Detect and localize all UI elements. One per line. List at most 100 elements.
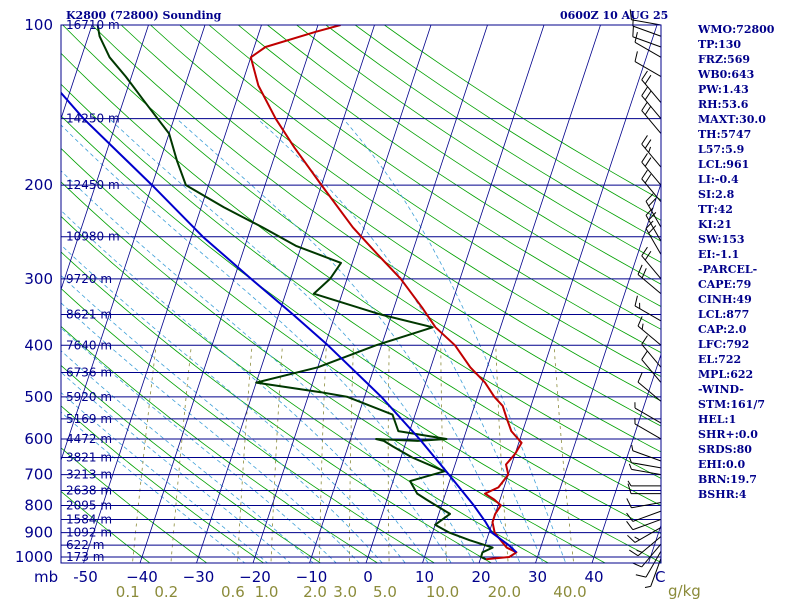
wind-barb-flag <box>636 549 643 553</box>
pressure-tick-label: 500 <box>24 388 53 406</box>
wind-barb-flag <box>635 574 647 578</box>
mixing-ratio-label: 1.0 <box>255 583 279 600</box>
wind-barb-flag <box>627 534 636 543</box>
dewpoint-trace <box>96 25 494 561</box>
height-label: 5169 m <box>66 412 112 426</box>
mixing-ratio-line <box>132 345 157 563</box>
index-item: -WIND- <box>698 383 744 396</box>
wind-barb <box>641 101 662 134</box>
wind-barb <box>635 550 662 578</box>
wind-barb-flag <box>645 193 654 202</box>
height-label: 1584 m <box>66 512 112 526</box>
index-item: L57:5.9 <box>698 143 745 156</box>
temperature-tick-label: −40 <box>126 568 158 586</box>
height-label: 173 m <box>66 550 104 564</box>
dry-adiabat <box>61 490 151 563</box>
dry-adiabat <box>267 25 661 285</box>
wind-barb-staff <box>631 462 662 469</box>
sounding-time: 0600Z 10 AUG 25 <box>560 9 669 22</box>
wind-barb <box>629 536 662 557</box>
wind-barb-staff <box>631 468 662 476</box>
pressure-lines <box>61 24 661 558</box>
temperature-unit-label: C <box>655 568 665 586</box>
wind-barb <box>627 480 661 487</box>
isotherm <box>139 25 319 563</box>
mixing-ratio-label: 0.6 <box>221 583 245 600</box>
index-item: CINH:49 <box>698 293 752 306</box>
wind-barb-flag <box>641 135 648 145</box>
wind-barb-flag <box>627 480 632 487</box>
wind-barb-flag <box>648 225 657 234</box>
index-item: TT:42 <box>698 203 733 216</box>
wind-barb <box>641 335 662 368</box>
wind-barb-staff <box>632 25 662 37</box>
index-item: FRZ:569 <box>698 53 751 66</box>
mixing-ratio-line <box>170 345 192 563</box>
wind-barb-flag <box>641 350 648 360</box>
wind-barb <box>634 402 662 424</box>
wind-barb-staff <box>631 502 662 509</box>
isotherm <box>61 25 93 120</box>
pressure-unit-label: mb <box>34 568 58 586</box>
wind-barb <box>634 295 662 322</box>
pressure-tick-label: 700 <box>24 466 53 484</box>
wind-barb-staff <box>631 19 662 26</box>
wind-barb-flag <box>644 157 652 167</box>
isotherm <box>365 25 545 563</box>
dry-adiabat <box>61 83 661 507</box>
temperature-tick-label: −30 <box>183 568 215 586</box>
wind-barb-flag <box>637 372 643 383</box>
wind-barb-flag <box>641 101 648 111</box>
height-label: 8621 m <box>66 307 112 321</box>
pressure-tick-label: 1000 <box>15 548 53 566</box>
wind-barb <box>627 527 662 543</box>
wind-barb-flag <box>644 105 652 116</box>
pressure-tick-label: 800 <box>24 496 53 514</box>
plot-frame <box>60 24 662 564</box>
index-item: PW:1.43 <box>698 83 749 96</box>
wind-barb <box>626 518 662 531</box>
dry-adiabat <box>62 25 661 453</box>
wind-barb-flag <box>645 207 654 216</box>
wind-barb <box>641 86 662 120</box>
index-item: SHR+:0.0 <box>698 428 758 441</box>
index-item: WB0:643 <box>698 68 755 81</box>
mixing-ratio-line <box>270 345 283 563</box>
wind-barb-flag <box>637 264 643 275</box>
height-label: 12450 m <box>66 178 120 192</box>
mixing-ratio-label: 20.0 <box>488 583 521 600</box>
wind-barb-flag <box>634 295 638 307</box>
wind-barb-flag <box>648 146 652 153</box>
pressure-tick-label: 900 <box>24 524 53 542</box>
height-label: 2095 m <box>66 498 112 512</box>
wind-barb <box>641 350 662 383</box>
height-label: 3821 m <box>66 450 112 464</box>
wind-barb-staff <box>634 423 662 440</box>
wind-barb-flag <box>644 74 652 85</box>
plot-background <box>61 25 661 563</box>
wind-barb-flag <box>626 512 634 522</box>
index-item: EL:722 <box>698 353 742 366</box>
index-item: RH:53.6 <box>698 98 749 111</box>
wind-barb-flag <box>634 32 638 43</box>
wind-barbs <box>626 9 662 588</box>
height-label: 14250 m <box>66 112 120 126</box>
dry-adiabat <box>61 52 661 479</box>
mixing-ratio-line <box>349 345 354 563</box>
pressure-tick-label: 600 <box>24 430 53 448</box>
dry-adiabat <box>61 251 493 563</box>
height-label: 4472 m <box>66 432 112 446</box>
index-item: TP:130 <box>698 38 742 51</box>
dry-adiabat <box>61 405 265 563</box>
isotherm <box>61 25 149 291</box>
mixing-ratio-line <box>553 345 575 563</box>
wind-barb-flag <box>641 268 647 279</box>
wind-barb <box>634 32 662 58</box>
wind-barb <box>641 153 662 186</box>
wind-barb-flag <box>637 316 643 327</box>
mixing-ratio-line <box>387 345 390 563</box>
pressure-tick-label: 400 <box>24 336 53 354</box>
wind-barb <box>645 207 662 242</box>
wind-barb <box>632 15 662 37</box>
wind-barb-flag <box>644 174 652 184</box>
